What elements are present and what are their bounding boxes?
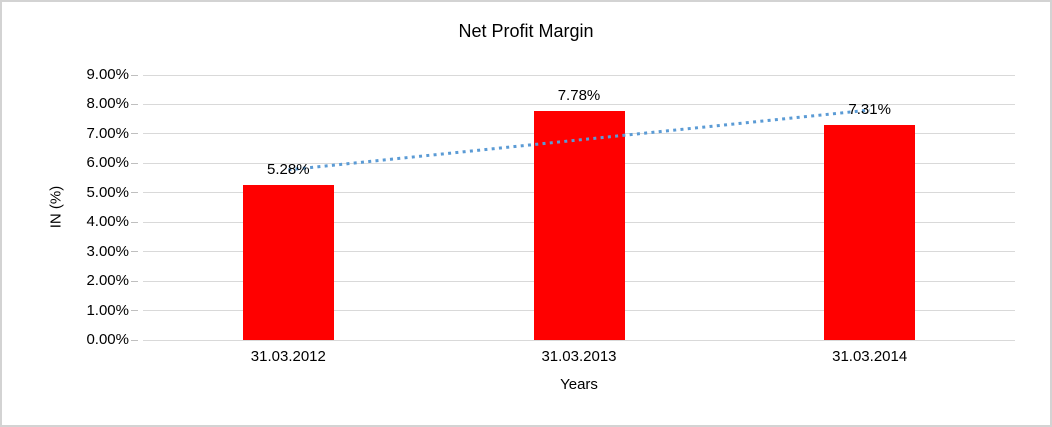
gridline — [143, 339, 1015, 341]
y-axis-tick-mark — [131, 74, 138, 76]
bar-31.03.2014 — [824, 124, 916, 340]
bar-31.03.2012 — [242, 184, 334, 340]
y-axis-tick-mark — [131, 103, 138, 105]
y-axis-tick-label: 0.00% — [86, 331, 129, 348]
y-axis-tick-mark — [131, 133, 138, 135]
gridline — [143, 103, 1015, 105]
y-axis-tick-label: 3.00% — [86, 242, 129, 260]
gridline — [143, 74, 1015, 76]
data-label: 7.78% — [557, 86, 601, 104]
data-label: 7.31% — [848, 100, 891, 118]
y-axis-tick-mark — [131, 221, 138, 223]
x-axis-tick-label: 31.03.2014 — [832, 348, 908, 365]
data-label: 5.28% — [267, 160, 310, 178]
y-axis-tick-mark — [131, 251, 138, 253]
y-axis-tick-label: 5.00% — [86, 183, 129, 201]
y-axis-tick-mark — [131, 192, 138, 194]
y-axis-tick-mark — [131, 162, 138, 164]
y-axis-tick-label: 8.00% — [86, 95, 129, 113]
bar-31.03.2013 — [533, 110, 625, 340]
trendline — [288, 108, 870, 172]
chart-title: Net Profit Margin — [458, 21, 594, 41]
y-axis-tick-mark — [131, 310, 138, 312]
y-axis-tick-label: 7.00% — [86, 124, 129, 142]
x-axis-title: Years — [560, 376, 598, 393]
y-axis-tick-label: 9.00% — [86, 66, 129, 83]
x-axis-tick-label: 31.03.2013 — [541, 348, 617, 365]
x-axis-tick-label: 31.03.2012 — [250, 348, 326, 365]
plot-area: 5.28% 7.78% 7.31% — [143, 74, 1015, 341]
y-axis-tick-mark — [131, 339, 138, 341]
y-axis-tick-label: 2.00% — [86, 272, 129, 290]
y-axis-tick-mark — [131, 280, 138, 282]
y-axis-tick-label: 4.00% — [86, 213, 129, 231]
y-axis-tick-label: 6.00% — [86, 154, 129, 172]
y-axis-tick-label: 1.00% — [86, 301, 129, 319]
trendline-path — [288, 108, 870, 172]
